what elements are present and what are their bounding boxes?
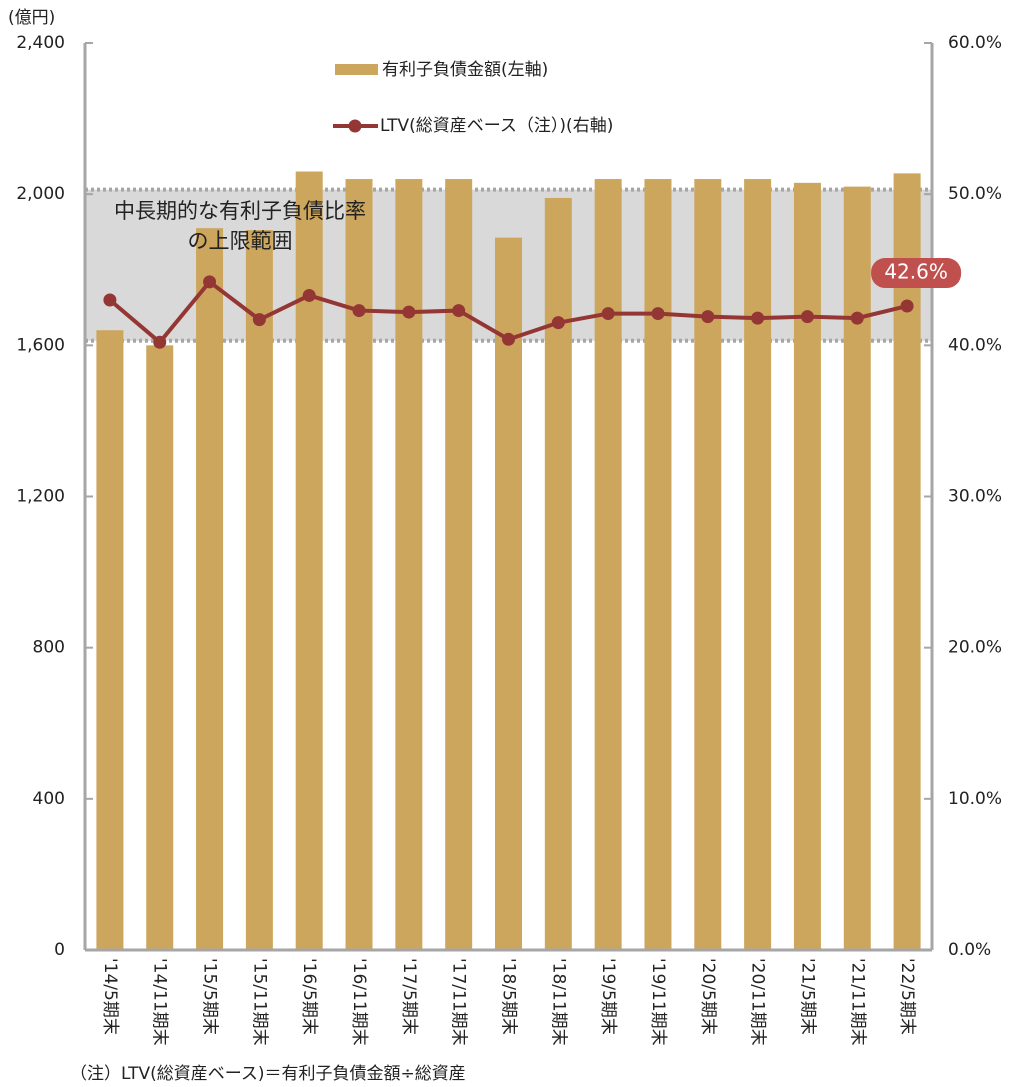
y2-tick-label: 60.0% [948,33,1002,53]
line-marker [252,313,266,327]
line-marker [103,293,117,307]
legend-marker [348,119,362,133]
bar [295,171,323,950]
line-marker [153,335,167,349]
line-marker [850,311,864,325]
y-tick-label: 1,200 [16,487,65,507]
x-tick-label: '14/5期末 [100,958,120,1035]
legend-label: 有利子負債金額(左軸) [382,60,548,80]
line-marker [651,307,665,321]
bar [544,197,572,951]
bar [96,330,124,950]
x-tick-label: '19/11期末 [648,958,668,1046]
bar [893,173,921,951]
bar [495,237,522,951]
y2-tick-label: 10.0% [948,789,1002,809]
x-tick-label: '15/11期末 [249,958,269,1046]
x-tick-label: '17/5期末 [399,958,419,1035]
line-marker [551,316,565,330]
x-tick-label: '16/11期末 [349,958,369,1046]
line-marker [751,311,765,325]
value-label: 42.6% [884,260,948,284]
line-marker [452,304,466,318]
x-tick-label: '16/5期末 [299,958,319,1035]
y-unit: (億円) [8,8,55,28]
bar [395,179,423,951]
bar [644,179,672,951]
bar [245,230,273,951]
bar [694,179,722,951]
y2-tick-label: 20.0% [948,638,1002,658]
x-tick-label: '20/11期末 [748,958,768,1046]
x-tick-label: '15/5期末 [200,958,220,1035]
x-tick-label: '21/11期末 [847,958,867,1046]
y2-tick-label: 50.0% [948,184,1002,204]
x-tick-label: '22/5期末 [897,958,917,1035]
range-label: の上限範囲 [188,229,293,253]
line-marker [800,310,814,324]
line-marker [302,288,316,302]
line-marker [203,275,217,289]
line-marker [701,310,715,324]
bar [744,179,772,951]
x-tick-label: '19/5期末 [598,958,618,1035]
bar [445,179,473,951]
x-tick-label: '21/5期末 [797,958,817,1035]
bar [594,179,622,951]
bar [843,186,871,950]
bar [793,182,821,950]
line-marker [402,305,416,319]
range-label: 中長期的な有利子負債比率 [114,199,366,223]
y2-tick-label: 0.0% [948,940,991,960]
line-marker [900,299,914,313]
y-tick-label: 1,600 [16,335,65,355]
line-marker [352,304,366,318]
y2-tick-label: 40.0% [948,335,1002,355]
bar [345,179,373,951]
footnote: （注）LTV(総資産ベース)＝有利子負債金額÷総資産 [70,1064,466,1084]
line-marker [601,307,615,321]
x-tick-label: '14/11期末 [150,958,170,1046]
legend-swatch [335,64,378,75]
y-tick-label: 400 [33,789,65,809]
x-tick-label: '18/11期末 [548,958,568,1046]
value-label-box [871,258,962,289]
y-tick-label: 800 [33,638,65,658]
y-tick-label: 2,000 [16,184,65,204]
x-tick-label: '17/11期末 [449,958,469,1046]
legend-label: LTV(総資産ベース（注）)(右軸) [380,116,613,136]
bar [146,345,174,950]
y2-tick-label: 30.0% [948,487,1002,507]
y-tick-label: 2,400 [16,33,65,53]
x-tick-label: '18/5期末 [499,958,519,1035]
y-tick-label: 0 [54,940,65,960]
x-tick-label: '20/5期末 [698,958,718,1035]
bar [196,228,224,950]
line-marker [502,332,515,346]
